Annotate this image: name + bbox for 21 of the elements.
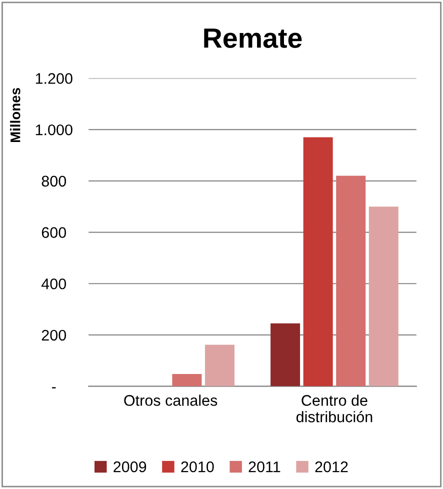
chart-title: Remate: [204, 28, 302, 48]
y-axis-title: Millones: [10, 88, 20, 142]
legend-label: 2011: [248, 461, 280, 472]
y-tick-label: 800: [42, 176, 66, 187]
bar: [270, 323, 300, 386]
bar: [336, 176, 366, 386]
y-tick-label: 1.200: [36, 73, 72, 84]
bar: [303, 137, 333, 386]
bar: [172, 374, 202, 386]
bar: [204, 344, 234, 386]
legend-label: 2010: [181, 461, 214, 472]
y-tick-label: 200: [42, 330, 66, 341]
x-tick-label: Otros canales: [124, 394, 218, 406]
legend-label: 2012: [315, 461, 348, 472]
bar: [368, 206, 398, 386]
y-tick-label: 400: [41, 278, 66, 290]
y-tick-label: 600: [42, 227, 66, 238]
y-tick-label: -: [52, 387, 56, 388]
x-tick-label: Centro de distribución: [296, 394, 372, 422]
legend-label: 2009: [114, 461, 146, 472]
y-tick-label: 1.000: [36, 124, 72, 136]
